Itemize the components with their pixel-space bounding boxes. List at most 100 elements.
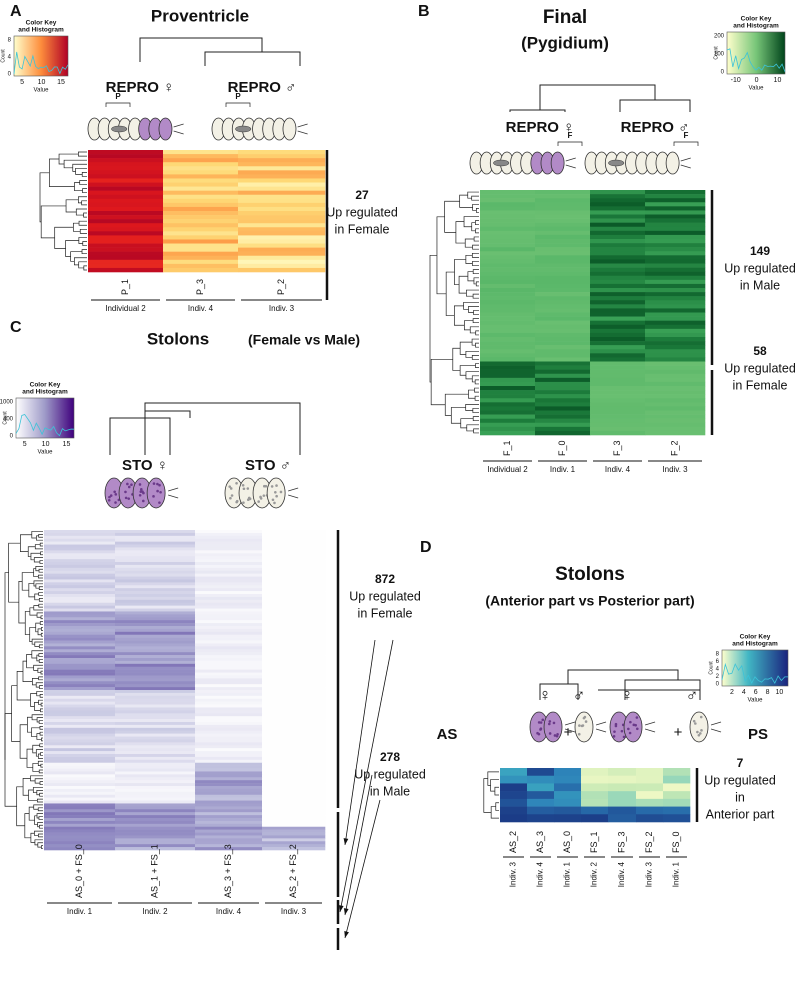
- heatmap-cell: [115, 582, 196, 586]
- dendrogram-branch: [474, 379, 479, 385]
- heatmap-cell: [645, 255, 706, 260]
- dendrogram-branch: [36, 733, 42, 740]
- heatmap-cell: [535, 402, 591, 407]
- heatmap-cell: [262, 844, 326, 848]
- worm-tail: [680, 157, 691, 169]
- heatmap-cell: [195, 692, 263, 697]
- heatmap-cell: [480, 222, 536, 228]
- heatmap-cell: [500, 814, 528, 823]
- worm-dot: [536, 731, 539, 735]
- color-key-ytick: 100: [714, 52, 725, 58]
- heatmap-cell: [115, 707, 196, 711]
- worm-dot: [140, 488, 143, 491]
- worm-segment: [158, 117, 173, 141]
- worm-dot: [275, 494, 278, 498]
- dendrogram-branch: [79, 180, 87, 185]
- dendrogram-branch: [30, 693, 37, 707]
- heatmap-cell: [195, 663, 263, 668]
- heatmap-cell: [163, 255, 239, 261]
- heatmap-cell: [480, 275, 536, 281]
- heatmap-cell: [262, 623, 326, 627]
- heatmap-cell: [663, 783, 691, 792]
- side-label: AS: [437, 726, 458, 743]
- worm-dot: [156, 489, 159, 493]
- heatmap-cell: [262, 660, 326, 665]
- dendrogram-branch: [22, 660, 33, 682]
- worm-dot: [124, 490, 127, 494]
- dendrogram-branch: [463, 301, 479, 310]
- heatmap-cell: [535, 202, 591, 207]
- heatmap-cell: [115, 698, 196, 702]
- worm-dot: [699, 715, 703, 719]
- heatmap-cell: [163, 259, 239, 265]
- heatmap-cell: [88, 202, 164, 208]
- heatmap-cell: [500, 798, 528, 807]
- heatmap-cell: [581, 814, 609, 823]
- heatmap-cell: [645, 345, 706, 350]
- heatmap-cell: [554, 768, 582, 777]
- heatmap-cell: [645, 361, 706, 366]
- heatmap-cell: [44, 698, 116, 702]
- heatmap-cell: [590, 373, 646, 379]
- heatmap-cell: [480, 247, 536, 252]
- dendrogram-branch: [40, 752, 43, 756]
- worm-dot: [159, 490, 162, 494]
- heatmap-cell: [262, 780, 326, 784]
- heatmap-cell: [115, 576, 196, 580]
- heatmap-cell: [645, 239, 706, 244]
- group-label: REPRO ♀: [106, 79, 175, 96]
- heatmap-cell: [262, 652, 326, 656]
- arrow-head: [344, 931, 349, 938]
- dendrogram-branch: [31, 727, 40, 737]
- dendrogram-branch: [472, 203, 479, 211]
- dendrogram-branch: [452, 347, 461, 371]
- heatmap-cell: [645, 190, 706, 195]
- worm-icon: [104, 477, 179, 509]
- heatmap-cell: [480, 210, 536, 215]
- dendrogram-branch: [471, 355, 479, 360]
- heatmap-cell: [262, 649, 326, 653]
- heatmap-cell: [195, 768, 263, 772]
- heatmap-cell: [645, 300, 706, 305]
- heatmap-cell: [590, 341, 646, 346]
- heatmap-cell: [163, 170, 239, 175]
- heatmap-cell: [44, 783, 116, 787]
- dendrogram-branch: [4, 713, 17, 807]
- heatmap-cell: [44, 582, 116, 586]
- heatmap-cell: [262, 788, 326, 793]
- worm-dot: [262, 494, 266, 497]
- dendrogram-branch: [475, 228, 479, 234]
- heatmap-cell: [645, 353, 706, 358]
- heatmap-cell: [645, 288, 706, 293]
- heatmap-cell: [163, 190, 239, 196]
- heatmap-cell: [115, 666, 196, 670]
- heatmap-cell: [44, 532, 116, 537]
- worm-gut: [608, 159, 625, 167]
- group-label: ♂: [686, 685, 699, 704]
- heatmap-cell: [115, 730, 196, 734]
- heatmap-cell: [262, 800, 326, 804]
- dendrogram-branch: [450, 407, 466, 424]
- heatmap-cell: [590, 275, 646, 281]
- heatmap-cell: [590, 255, 646, 260]
- heatmap-cell: [195, 707, 263, 711]
- heatmap-cell: [115, 835, 196, 839]
- heatmap-cell: [88, 158, 164, 163]
- worm-icon: [529, 711, 576, 743]
- dendrogram-branch: [37, 574, 43, 579]
- dendrogram-branch: [40, 763, 43, 768]
- heatmap-cell: [163, 227, 239, 232]
- heatmap-cell: [115, 640, 196, 644]
- heatmap-cell: [590, 304, 646, 309]
- annotation-text: Up regulated: [354, 767, 426, 781]
- heatmap-cell: [262, 594, 326, 598]
- heatmap-cell: [262, 710, 326, 714]
- heatmap-cell: [163, 243, 239, 248]
- dendrogram-branch: [41, 737, 43, 742]
- dendrogram-branch: [83, 212, 87, 218]
- heatmap-cell: [645, 271, 706, 277]
- heatmap-cell: [535, 410, 591, 415]
- annotation-count: 872: [375, 572, 395, 586]
- heatmap-cell: [44, 602, 116, 606]
- heatmap-cell: [195, 628, 263, 633]
